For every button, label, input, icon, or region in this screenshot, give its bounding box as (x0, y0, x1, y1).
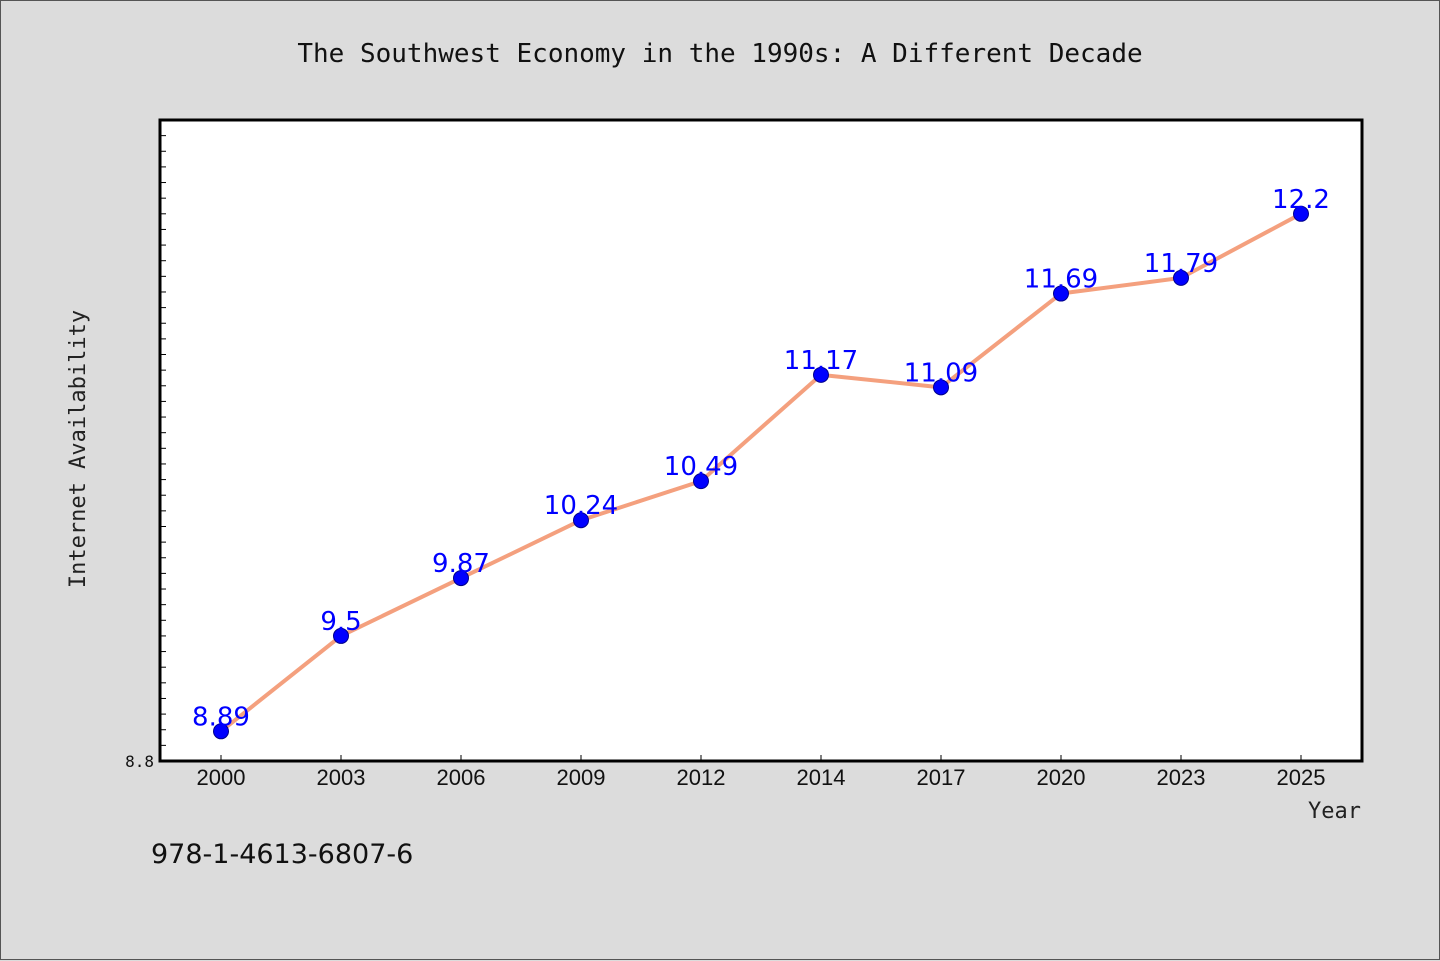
data-labels: 8.89 9.5 9.87 10.24 10.49 11.17 11.09 11.69 11.7… (192, 185, 1330, 732)
x-tick-label: 2017 (917, 765, 966, 790)
isbn-footer: 978-1-4613-6807-6 (151, 839, 413, 870)
data-label: 12.2 (1272, 185, 1330, 215)
data-markers (213, 205, 1309, 740)
data-point (1293, 205, 1309, 222)
data-point (453, 570, 469, 587)
x-tick-label: 2014 (797, 765, 846, 790)
data-label: 8.89 (192, 702, 250, 732)
data-label: 9.5 (320, 607, 361, 637)
data-point (573, 512, 589, 529)
data-point (693, 473, 709, 490)
chart-title: The Southwest Economy in the 1990s: A Di… (297, 39, 1142, 69)
data-label: 11.79 (1144, 249, 1218, 279)
x-axis-ticks: 2000 2003 2006 2009 2012 2014 2017 2020 2023 2025 (197, 755, 1326, 790)
plot-area (158, 118, 1364, 763)
x-tick-label: 2023 (1157, 765, 1206, 790)
x-axis-label: Year (1308, 799, 1361, 824)
data-point (213, 723, 229, 740)
series-line (219, 211, 1303, 734)
y-axis-label: Internet Availability (66, 310, 91, 588)
data-label: 11.09 (904, 358, 978, 388)
data-label: 11.69 (1024, 265, 1098, 295)
data-point (813, 366, 829, 383)
data-point (1173, 269, 1189, 286)
data-label: 11.17 (784, 346, 858, 376)
x-tick-label: 2020 (1037, 765, 1086, 790)
data-point (933, 379, 949, 396)
data-label: 10.49 (664, 452, 738, 482)
x-tick-label: 2012 (677, 765, 726, 790)
data-label: 9.87 (432, 549, 490, 579)
y-axis-ticks: 8.8 (125, 119, 166, 771)
data-label: 10.24 (544, 491, 618, 521)
x-tick-label: 2000 (197, 765, 246, 790)
x-tick-label: 2006 (437, 765, 486, 790)
data-point (1053, 285, 1069, 302)
x-tick-label: 2025 (1277, 765, 1326, 790)
y-tick-label: 8.8 (125, 752, 154, 771)
data-point (333, 627, 349, 644)
x-tick-label: 2009 (557, 765, 606, 790)
x-tick-label: 2003 (317, 765, 366, 790)
